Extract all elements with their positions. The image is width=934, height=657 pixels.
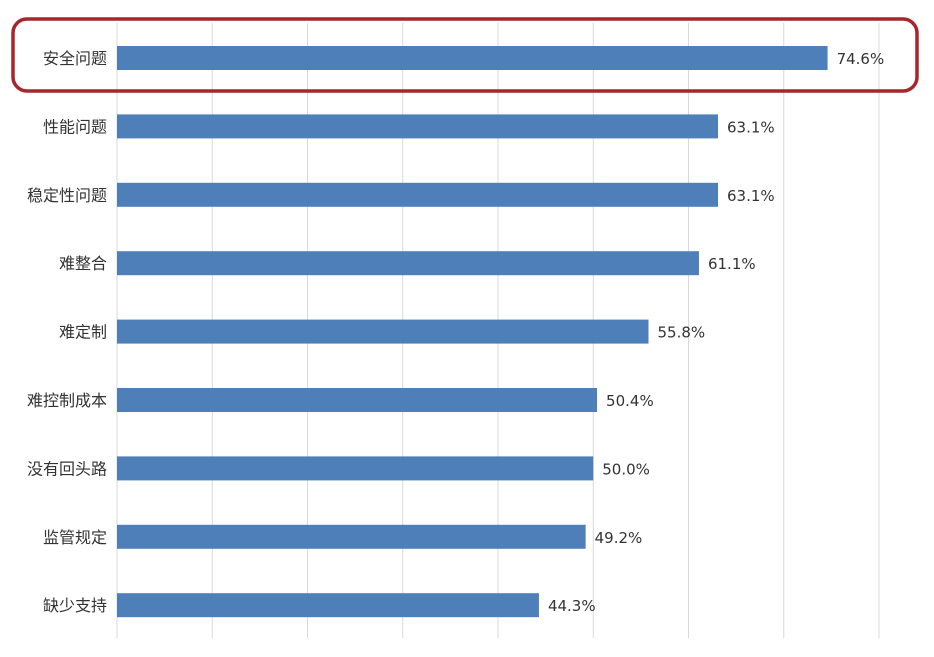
value-label: 50.0% (602, 460, 650, 478)
bar (117, 182, 719, 207)
category-label: 稳定性问题 (27, 186, 107, 205)
category-label: 安全问题 (43, 49, 107, 68)
category-label: 难控制成本 (27, 391, 107, 410)
value-label: 44.3% (548, 597, 596, 615)
bar (117, 456, 594, 481)
highlight-box (11, 17, 919, 93)
bar (117, 251, 699, 276)
value-label: 50.4% (606, 392, 654, 410)
category-label: 监管规定 (43, 528, 107, 547)
bar (117, 114, 719, 139)
bar (117, 524, 586, 549)
bar (117, 388, 598, 412)
category-label: 没有回头路 (27, 459, 107, 478)
value-label: 55.8% (657, 324, 705, 342)
bar (117, 319, 649, 344)
value-label: 63.1% (727, 118, 775, 136)
value-label: 74.6% (837, 50, 885, 68)
value-label: 63.1% (727, 187, 775, 205)
bar (117, 593, 539, 618)
bars (117, 46, 828, 618)
value-labels: 74.6% 63.1% 63.1% 61.1% 55.8% 50.4% 50.0% 49.2%… (548, 50, 884, 615)
category-label: 难定制 (59, 323, 107, 342)
value-label: 61.1% (708, 255, 756, 273)
category-label: 难整合 (59, 254, 107, 273)
category-label: 缺少支持 (43, 596, 107, 615)
category-label: 性能问题 (43, 117, 107, 136)
value-label: 49.2% (595, 529, 643, 547)
bar (117, 46, 828, 70)
